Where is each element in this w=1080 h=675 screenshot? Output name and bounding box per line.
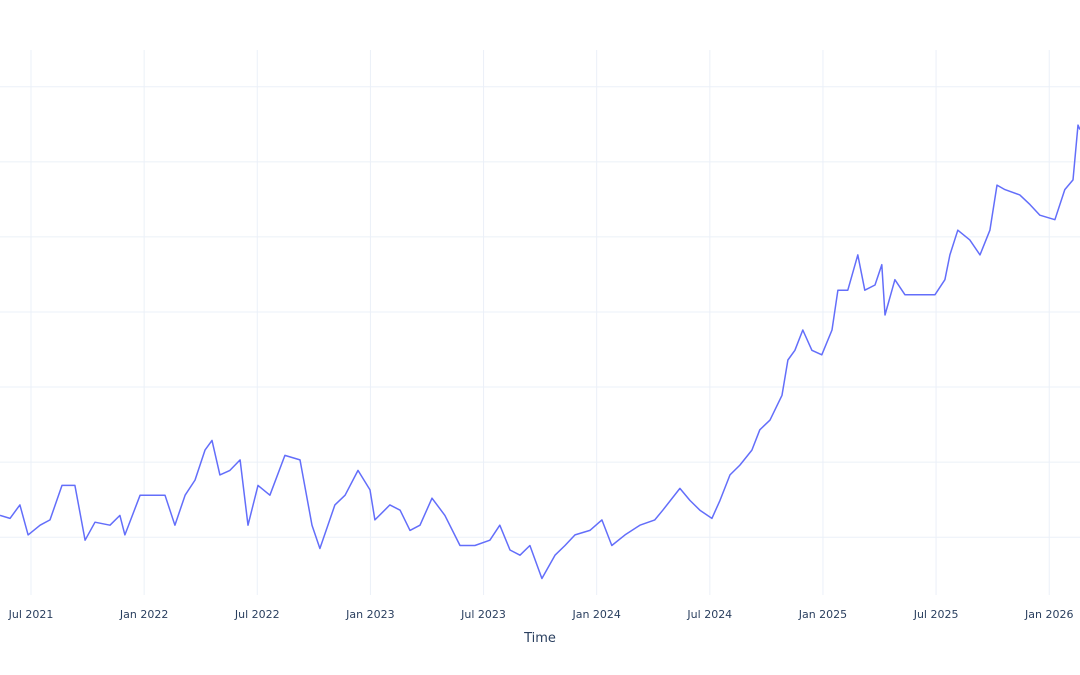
x-tick-label: Jan 2022 <box>119 608 168 621</box>
x-tick-label: Jul 2021 <box>8 608 54 621</box>
x-axis-title: Time <box>523 631 556 646</box>
series-line <box>0 124 1080 580</box>
x-axis-ticks: Jul 2021 Jan 2022 Jul 2022 Jan 2023 Jul 2023… <box>8 608 1074 621</box>
x-tick-label: Jul 2022 <box>234 608 280 621</box>
x-tick-label: Jul 2025 <box>913 608 959 621</box>
x-tick-label: Jul 2023 <box>460 608 506 621</box>
x-tick-label: Jul 2024 <box>686 608 732 621</box>
x-tick-label: Jan 2026 <box>1024 608 1073 621</box>
x-tick-label: Jan 2025 <box>798 608 847 621</box>
x-tick-label: Jan 2023 <box>345 608 394 621</box>
gridlines <box>0 50 1080 595</box>
x-tick-label: Jan 2024 <box>571 608 620 621</box>
